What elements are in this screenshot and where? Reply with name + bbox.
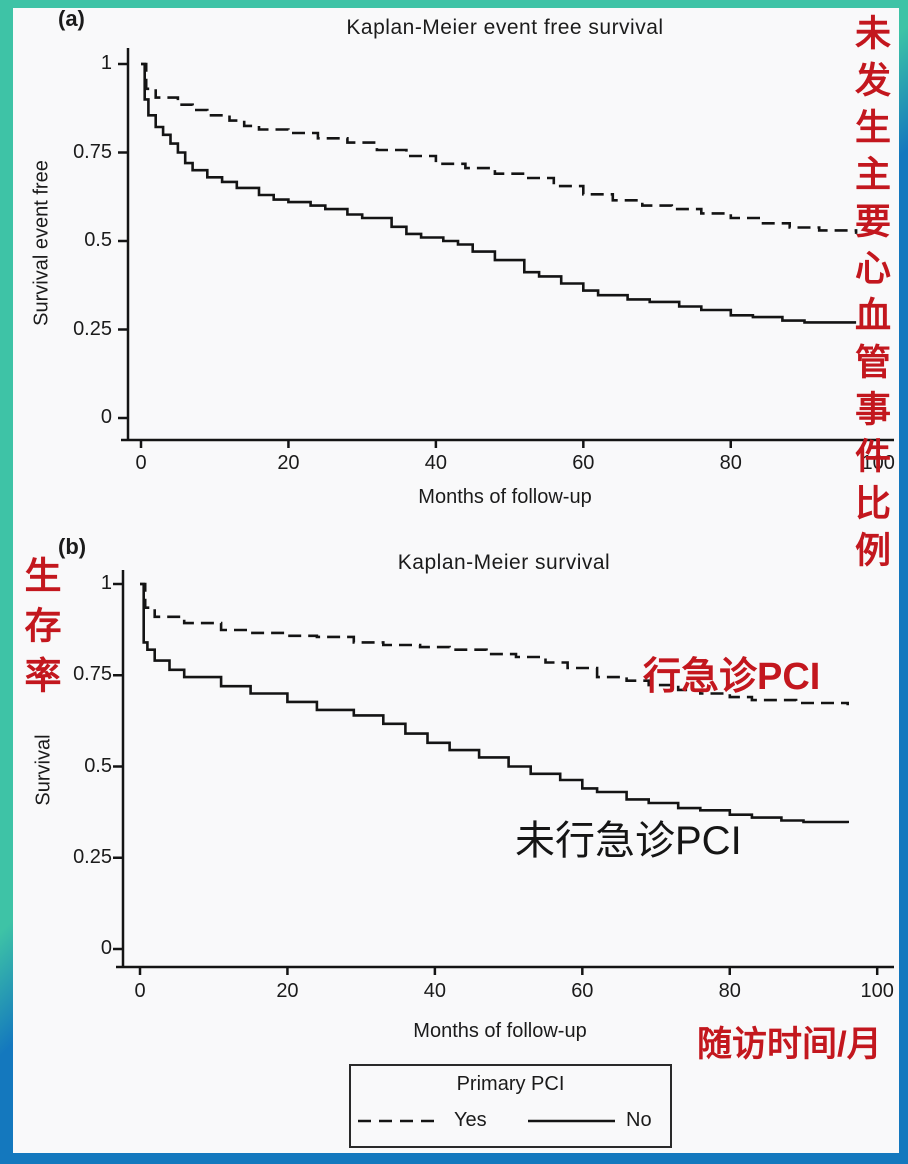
y-tick-label: 0.5: [84, 754, 112, 777]
y-tick-label: 0.25: [73, 845, 112, 868]
left-vertical-annotation-cn: 生存率: [19, 556, 60, 706]
x-tick-label: 40: [424, 452, 447, 474]
panel-b-y-tick-labels: 1 0.75 0.5 0.25 0: [0, 0, 114, 1164]
panel-a-x-axis-label: Months of follow-up: [418, 486, 592, 508]
x-tick-label: 40: [423, 980, 446, 1002]
x-tick-label: 0: [134, 980, 146, 1002]
x-tick-label: 100: [860, 980, 894, 1002]
legend-box: Primary PCI Yes No: [349, 1064, 672, 1148]
x-tick-label: 80: [719, 452, 742, 474]
legend-yes-label: Yes: [454, 1109, 487, 1131]
legend-no-label: No: [626, 1109, 652, 1131]
panel-b-label: (b): [58, 534, 87, 559]
y-tick-label: 0.75: [73, 663, 112, 686]
panel-a-y-tick-labels: 1 0.75 0.5 0.25 0: [0, 0, 114, 1164]
x-tick-label: 80: [718, 980, 741, 1002]
x-tick-label: 60: [572, 452, 595, 474]
y-tick-label: 1: [100, 52, 112, 74]
panel-a-label: (a): [58, 6, 85, 31]
x-tick-label: 0: [135, 452, 147, 474]
primary-pci-no-annotation-cn: 未行急诊PCI: [515, 819, 742, 863]
panel-b-title: Kaplan-Meier survival: [397, 551, 611, 574]
x-tick-label: 20: [276, 980, 299, 1002]
x-tick-label: 60: [571, 980, 594, 1002]
legend-title: Primary PCI: [456, 1073, 565, 1095]
x-axis-annotation-cn: 随访时间/月: [697, 1025, 882, 1064]
y-tick-label: 0.75: [73, 140, 112, 163]
y-tick-label: 0: [100, 937, 112, 959]
y-tick-label: 0.25: [73, 317, 112, 340]
y-tick-label: 0.5: [84, 229, 112, 251]
primary-pci-yes-annotation-cn: 行急诊PCI: [643, 656, 821, 698]
x-tick-label: 100: [861, 452, 895, 474]
y-tick-label: 1: [100, 572, 112, 594]
panel-a-title: Kaplan-Meier event free survival: [346, 16, 664, 39]
right-vertical-annotation-cn: 未发生主要心血管事件比例: [850, 14, 891, 578]
panel-b-x-axis-label: Months of follow-up: [413, 1020, 587, 1042]
y-tick-label: 0: [100, 406, 112, 428]
x-tick-label: 20: [277, 452, 300, 474]
